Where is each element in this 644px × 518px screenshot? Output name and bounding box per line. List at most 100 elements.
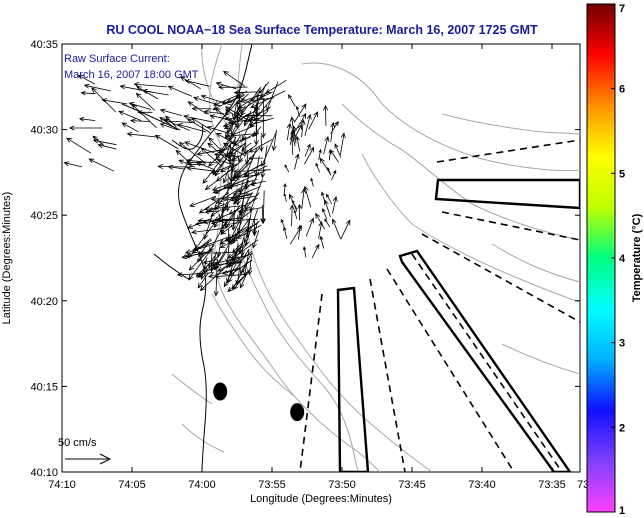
current-vector <box>121 122 139 133</box>
current-vector <box>228 259 253 277</box>
current-vector <box>237 94 259 109</box>
colorbar-tick-label: 6 <box>619 84 625 96</box>
y-tick-label: 40:30 <box>30 125 58 137</box>
current-vector <box>231 145 257 162</box>
x-tick-label: 74:05 <box>118 479 146 491</box>
current-vector <box>163 118 195 124</box>
current-vector <box>178 141 207 164</box>
current-vector <box>328 148 332 161</box>
current-vector <box>203 109 225 115</box>
current-vector <box>315 162 320 173</box>
current-vector <box>340 219 351 240</box>
current-vector <box>331 218 342 240</box>
current-vector <box>319 235 324 249</box>
current-vector <box>249 178 263 212</box>
current-vector <box>322 208 328 220</box>
current-vector <box>248 156 264 161</box>
current-vector <box>230 136 251 145</box>
current-vector <box>167 164 185 170</box>
current-vector <box>131 103 157 129</box>
current-vector <box>92 138 117 146</box>
current-vector <box>203 201 218 240</box>
survey-boxes <box>336 178 580 472</box>
current-vector <box>289 193 298 212</box>
current-vector <box>133 82 167 88</box>
current-vector <box>304 113 312 136</box>
current-vector <box>202 155 225 184</box>
current-vector <box>159 123 178 131</box>
current-vector <box>210 164 234 174</box>
current-vector <box>232 195 244 205</box>
current-vector <box>228 155 234 190</box>
current-vector <box>198 192 229 214</box>
current-vector <box>293 103 307 123</box>
current-vector <box>340 132 346 155</box>
current-vector <box>230 209 236 231</box>
y-axis-ticks: 40:10 40:15 40:20 40:25 40:30 40:35 <box>30 39 580 479</box>
current-vector <box>219 202 225 235</box>
current-vector <box>209 253 215 273</box>
current-vector <box>175 149 190 163</box>
current-vector <box>184 141 215 154</box>
annotation-line-1: Raw Surface Current: <box>64 53 170 65</box>
current-vector <box>181 250 214 260</box>
current-vector <box>179 76 201 90</box>
current-vector <box>235 224 262 239</box>
current-vector <box>232 267 253 291</box>
current-vector <box>159 108 182 116</box>
colorbar-tick-label: 4 <box>619 253 626 265</box>
x-tick-label: 74:00 <box>188 479 216 491</box>
current-vector <box>297 224 302 240</box>
current-vector <box>97 143 117 150</box>
current-vector <box>228 209 246 244</box>
current-vector <box>260 145 268 179</box>
current-vector <box>128 101 152 110</box>
current-vector <box>83 83 112 92</box>
annotation-line-2: March 16, 2007 18:00 GMT <box>64 69 199 81</box>
site-markers <box>213 382 305 422</box>
current-vector <box>323 104 329 126</box>
colorbar <box>586 3 616 513</box>
current-vector <box>135 92 156 111</box>
current-vector <box>212 93 245 111</box>
current-vector <box>233 90 259 96</box>
current-vector <box>292 124 303 142</box>
current-vector <box>283 192 287 202</box>
current-vector <box>245 208 253 239</box>
current-vector <box>225 209 237 229</box>
current-vector <box>213 90 248 106</box>
y-tick-label: 40:20 <box>30 296 58 308</box>
current-vector <box>222 70 246 87</box>
site-marker <box>290 403 305 422</box>
current-vector <box>118 110 142 121</box>
chart-title: RU COOL NOAA−18 Sea Surface Temperature:… <box>106 23 538 37</box>
current-vector <box>240 240 245 257</box>
current-vector <box>191 106 212 112</box>
current-vector <box>253 111 259 146</box>
current-vector <box>252 229 260 249</box>
current-vector <box>223 160 252 190</box>
current-vector <box>308 111 319 130</box>
current-vector <box>237 196 245 235</box>
scale-arrow: 50 cm/s <box>58 437 112 465</box>
current-vector <box>227 248 250 284</box>
current-vector <box>157 164 191 170</box>
current-vector <box>236 93 249 105</box>
current-vector <box>284 164 290 173</box>
x-tick-label: 73:35 <box>538 479 566 491</box>
y-axis-label: Latitude (Degrees:Minutes) <box>1 192 13 325</box>
current-vector <box>283 226 288 239</box>
current-vector <box>187 101 208 115</box>
current-vector <box>244 110 252 127</box>
y-tick-label: 40:10 <box>30 467 58 479</box>
current-vector <box>332 196 338 214</box>
current-vector <box>300 119 306 138</box>
current-vector <box>226 229 231 244</box>
current-vector <box>231 101 238 121</box>
current-vector <box>78 116 96 122</box>
current-vector <box>248 139 273 153</box>
y-tick-label: 40:25 <box>30 210 58 222</box>
x-tick-label: 74:10 <box>48 479 76 491</box>
current-vector <box>217 260 237 272</box>
current-vector <box>286 122 292 141</box>
